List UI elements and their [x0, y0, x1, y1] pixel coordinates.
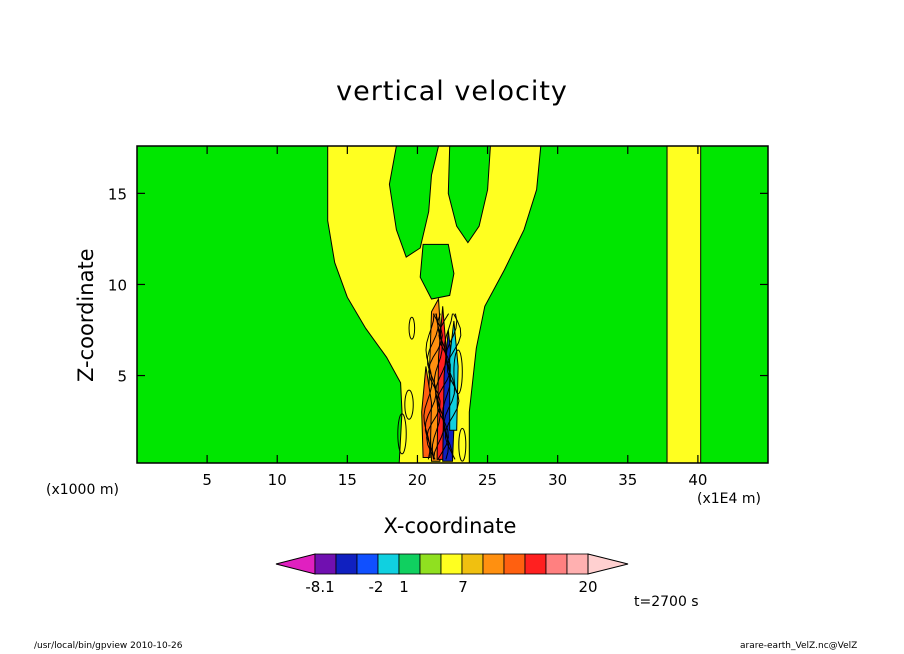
colorbar-high-arrow	[587, 553, 629, 575]
x-unit-note: (x1000 m)	[46, 482, 119, 498]
x-exponent-note: (x1E4 m)	[697, 491, 761, 507]
colorbar-swatch	[461, 553, 484, 575]
x-axis-label: X-coordinate	[383, 514, 517, 538]
inner-lobe-center	[419, 243, 455, 300]
y-axis: 5 10 15	[108, 185, 768, 386]
colorbar-label: 1	[399, 578, 409, 596]
core-contour-line	[444, 313, 462, 460]
x-tick-label: 35	[618, 471, 637, 489]
x-tick-label: 30	[548, 471, 567, 489]
plot-frame	[136, 145, 769, 464]
colorbar-label: 7	[458, 578, 468, 596]
colorbar-swatch	[545, 553, 568, 575]
colorbar-swatch	[419, 553, 442, 575]
colorbar-swatch	[503, 553, 526, 575]
time-label: t=2700 s	[634, 594, 699, 610]
core-contour-line	[424, 313, 439, 460]
contour-field	[137, 146, 768, 463]
core-contour-line	[441, 313, 453, 460]
x-tick-label: 10	[268, 471, 287, 489]
colorbar-swatch	[356, 553, 379, 575]
x-tick-label: 5	[202, 471, 212, 489]
y-tick-label: 5	[117, 368, 127, 386]
colorbar-label: -2	[369, 578, 384, 596]
core-contour-line	[433, 313, 448, 460]
colorbar-swatch	[566, 553, 589, 575]
inner-lobe-left	[388, 146, 440, 258]
colorbar-swatch	[482, 553, 505, 575]
y-tick-label: 15	[108, 185, 127, 203]
small-contour	[397, 413, 407, 455]
footer-file: arare-earth_VelZ.nc@VelZ	[740, 641, 858, 651]
x-axis: 5 10 15 20 25 30 35 40	[202, 146, 707, 489]
x-tick-label: 40	[688, 471, 707, 489]
small-contour	[408, 316, 416, 340]
colorbar: -8.1 -2 1 7 20	[275, 553, 629, 596]
small-contour	[453, 349, 463, 395]
y-axis-label: Z-coordinate	[74, 248, 98, 382]
inner-lobe-right	[447, 146, 491, 244]
y-tick-label: 10	[108, 276, 127, 294]
footer-program: /usr/local/bin/gpview 2010-10-26	[34, 641, 183, 651]
x-tick-label: 15	[338, 471, 357, 489]
small-contour	[404, 389, 414, 420]
x-tick-label: 20	[408, 471, 427, 489]
colorbar-swatch	[335, 553, 358, 575]
colorbar-label: -8.1	[305, 578, 334, 596]
small-contour	[458, 427, 467, 462]
plume-positive-region	[327, 146, 542, 463]
x-tick-label: 25	[478, 471, 497, 489]
chart-title: vertical velocity	[336, 76, 568, 107]
colorbar-label: 20	[578, 578, 597, 596]
colorbar-swatch	[524, 553, 547, 575]
colorbar-swatch	[377, 553, 400, 575]
colorbar-swatch	[398, 553, 421, 575]
core-contour-line	[436, 313, 451, 460]
colorbar-low-arrow	[275, 553, 316, 575]
vertical-positive-band	[666, 146, 702, 463]
colorbar-swatch	[440, 553, 463, 575]
colorbar-swatch	[314, 553, 337, 575]
